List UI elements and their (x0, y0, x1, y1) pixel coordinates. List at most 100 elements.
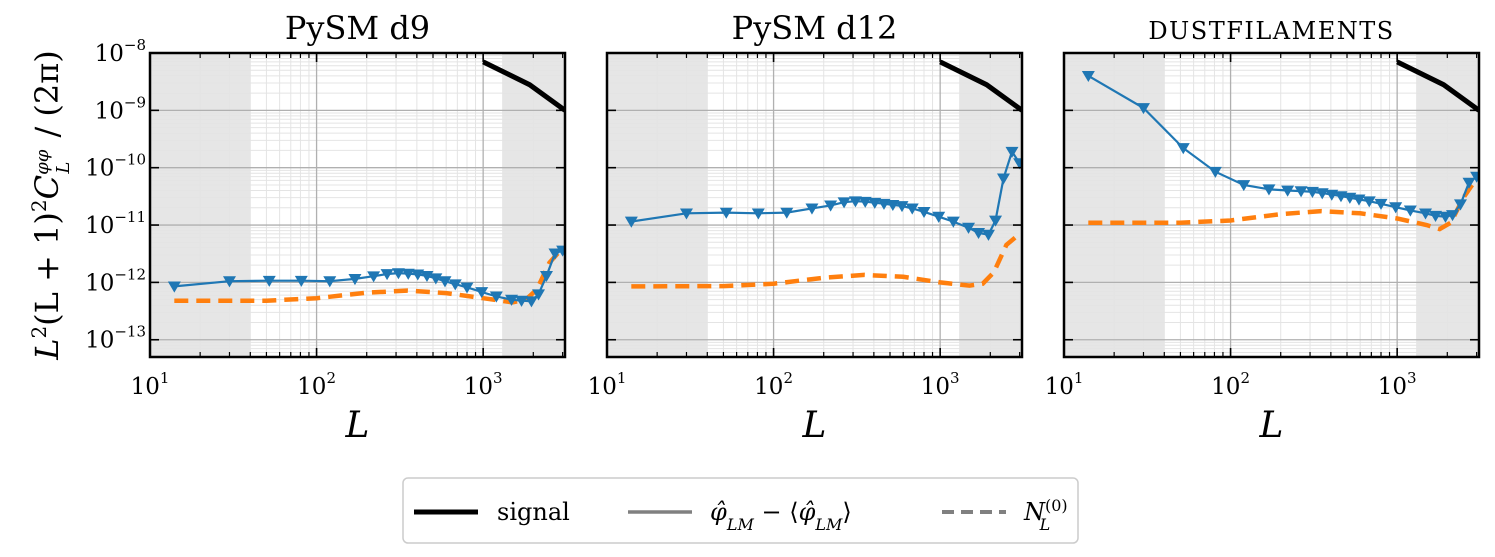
estimate-marker (886, 199, 900, 212)
estimate-marker (1237, 180, 1251, 192)
legend-estimate-b: φ̂ (799, 498, 816, 526)
estimate-marker (380, 269, 394, 281)
estimate-marker (1305, 186, 1319, 198)
y-label-c: C (28, 175, 66, 199)
estimate-marker (429, 273, 443, 285)
estimate-marker (917, 206, 931, 219)
x-tick-base: 10 (754, 374, 783, 400)
legend-estimate-label: φ̂LM − ⟨φ̂LM⟩ (710, 498, 852, 534)
y-label-mid-sup: 2 (27, 199, 51, 212)
y-tick-base: 10 (85, 156, 114, 182)
estimate-marker (391, 268, 405, 280)
x-axis-label: L (802, 405, 827, 446)
ticks (1063, 52, 1479, 357)
estimate-marker (1389, 202, 1403, 214)
x-tick-base: 10 (131, 374, 160, 400)
legend-estimate-a: φ̂ (710, 498, 727, 526)
estimate-marker (475, 287, 489, 299)
estimate-marker (1343, 192, 1357, 204)
x-tick-label-0: 101 (131, 369, 170, 400)
estimate-marker (1362, 196, 1376, 208)
estimate-marker (868, 197, 882, 209)
estimate-marker (848, 196, 862, 208)
y-tick-exponent: −13 (114, 323, 146, 341)
x-tick-label-1: 102 (1211, 369, 1250, 400)
series-group (624, 59, 1022, 289)
x-tick-exponent: 2 (1240, 369, 1250, 387)
estimate-marker (448, 279, 462, 291)
legend-estimate-a-sub: LM (726, 515, 755, 534)
y-tick-exponent: −9 (124, 93, 146, 111)
y-tick-exponent: −12 (114, 265, 146, 283)
estimate-marker (548, 248, 562, 260)
x-tick-label-1: 102 (754, 369, 793, 400)
estimate-marker (905, 203, 919, 215)
x-tick-exponent: 3 (493, 369, 503, 387)
estimate-marker (1403, 205, 1417, 217)
estimate-marker (1294, 186, 1308, 198)
estimate-marker (989, 215, 1003, 227)
legend-noise-n: N (1023, 498, 1046, 526)
series-group (1081, 59, 1479, 232)
y-tick-base: 10 (85, 213, 114, 239)
estimate-marker (679, 208, 693, 220)
legend: signal φ̂LM − ⟨φ̂LM⟩ N(0) L (402, 477, 1079, 544)
x-tick-exponent: 3 (1407, 369, 1417, 387)
plot-frame (605, 51, 1024, 359)
estimate-marker (751, 208, 765, 220)
y-label-c-sub: L (53, 162, 74, 175)
estimate-marker (1315, 188, 1329, 200)
legend-signal-label: signal (497, 498, 570, 526)
estimate-marker (222, 276, 236, 288)
estimate-marker (1352, 194, 1366, 206)
estimate-marker (1013, 158, 1022, 170)
estimate-marker (167, 281, 181, 293)
estimate-marker (323, 276, 337, 288)
plot-frame (148, 51, 567, 359)
x-tick-exponent: 2 (326, 369, 336, 387)
estimate-marker (532, 289, 546, 301)
estimate-marker (262, 275, 276, 287)
x-tick-exponent: 3 (950, 369, 960, 387)
estimate-marker (877, 198, 891, 210)
noise-bias-line (1088, 177, 1479, 232)
legend-estimate-close: ⟩ (842, 498, 851, 526)
x-tick-label-0: 101 (1045, 369, 1084, 400)
y-label-post: / (2π) (28, 50, 66, 147)
x-tick-exponent: 1 (1074, 369, 1084, 387)
x-tick-base: 10 (464, 374, 493, 400)
x-tick-base: 10 (1211, 374, 1240, 400)
y-label-l-sup: 2 (27, 326, 51, 339)
estimate-marker (1470, 171, 1479, 183)
y-tick-label-0: 10−8 (95, 36, 146, 67)
panel-pysm-d9: 101 102 10310−810−910−1010−1110−1210−13PyS… (85, 9, 567, 446)
y-tick-label-1: 10−9 (95, 93, 146, 124)
legend-estimate-b-sub: LM (814, 515, 843, 534)
y-tick-label-3: 10−11 (85, 208, 146, 239)
y-label-mid: (L + 1) (28, 212, 66, 326)
y-tick-label-5: 10−13 (85, 323, 146, 354)
signal-line (939, 59, 1022, 113)
estimate-marker (505, 294, 519, 306)
estimate-marker (1281, 185, 1295, 197)
grid (149, 52, 565, 358)
signal-line (482, 59, 565, 113)
x-tick-label-2: 103 (921, 369, 960, 400)
estimate-marker (1419, 208, 1433, 220)
x-tick-label-2: 103 (1378, 369, 1417, 400)
estimate-marker (460, 282, 474, 294)
estimate-marker (837, 197, 851, 209)
y-tick-exponent: −10 (114, 151, 146, 169)
y-tick-label-2: 10−10 (85, 151, 146, 182)
estimate-marker (624, 216, 638, 228)
estimate-marker (972, 228, 986, 240)
series-group (167, 59, 565, 308)
x-tick-label-2: 103 (464, 369, 503, 400)
estimate-marker (515, 295, 529, 307)
x-axis-label: L (1259, 405, 1284, 446)
legend-estimate-minus: − ⟨ (754, 498, 799, 526)
estimate-marker (556, 245, 565, 257)
estimate-marker (824, 200, 838, 212)
estimate-marker (1005, 146, 1019, 158)
legend-noise-sup: (0) (1045, 496, 1068, 515)
